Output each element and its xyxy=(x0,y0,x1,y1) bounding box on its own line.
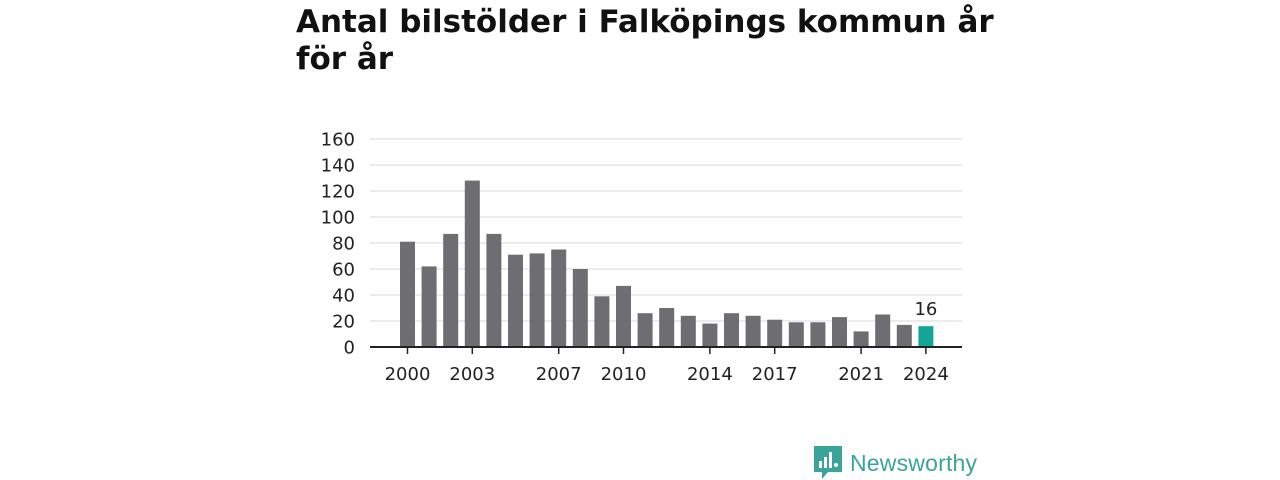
y-tick-label: 140 xyxy=(321,156,355,177)
bar-2024 xyxy=(918,326,934,347)
bar-2016 xyxy=(745,315,761,347)
x-tick-label: 2021 xyxy=(838,364,884,385)
y-tick-label: 0 xyxy=(344,338,355,359)
y-tick-label: 100 xyxy=(321,208,355,229)
y-axis-tick-labels: 0 20 40 60 80 100 120 140 160 xyxy=(321,130,355,359)
x-tick-label: 2010 xyxy=(601,364,647,385)
bar-2019 xyxy=(810,322,826,347)
bar-2017 xyxy=(767,319,783,347)
newsworthy-logo: Newsworthy xyxy=(814,446,977,480)
bar-2022 xyxy=(875,314,891,347)
x-tick-label: 2024 xyxy=(903,364,949,385)
bar-2013 xyxy=(680,315,696,347)
bar-2012 xyxy=(659,308,675,347)
x-tick-label: 2017 xyxy=(752,364,798,385)
y-tick-label: 160 xyxy=(321,130,355,151)
bar-2009 xyxy=(594,296,610,347)
x-axis-ticks: 2000 2003 2007 2010 2014 2017 2021 2024 xyxy=(385,347,949,385)
y-tick-label: 20 xyxy=(332,312,355,333)
bar-2001 xyxy=(421,266,437,347)
bar-2006 xyxy=(529,253,545,347)
y-tick-label: 80 xyxy=(332,234,355,255)
bar-2004 xyxy=(486,233,502,347)
bar-2007 xyxy=(551,249,567,347)
y-tick-label: 120 xyxy=(321,182,355,203)
bar-2011 xyxy=(637,313,653,347)
bar-2003 xyxy=(464,180,480,347)
bar-2020 xyxy=(832,317,847,347)
x-tick-label: 2014 xyxy=(687,364,733,385)
bar-2018 xyxy=(788,322,804,347)
y-tick-label: 40 xyxy=(332,286,355,307)
bar-2008 xyxy=(572,269,588,347)
bar-2021 xyxy=(853,331,869,347)
data-labels: 16 xyxy=(914,299,937,320)
chart-title: Antal bilstölder i Falköpings kommun år … xyxy=(296,4,994,77)
bar-2015 xyxy=(724,313,739,347)
bar-2014 xyxy=(702,323,718,347)
data-label-2024: 16 xyxy=(914,299,937,320)
x-tick-label: 2007 xyxy=(536,364,582,385)
x-tick-label: 2000 xyxy=(385,364,431,385)
bar-2010 xyxy=(616,285,631,347)
bar-2005 xyxy=(508,254,523,347)
bar-2002 xyxy=(443,233,459,347)
newsworthy-logo-icon xyxy=(814,446,842,479)
x-tick-label: 2003 xyxy=(449,364,495,385)
brand-name: Newsworthy xyxy=(850,449,978,476)
bars xyxy=(400,180,934,347)
y-tick-label: 60 xyxy=(332,260,355,281)
bar-2023 xyxy=(896,324,912,347)
bar-2000 xyxy=(400,241,415,347)
grid-lines xyxy=(370,138,962,322)
